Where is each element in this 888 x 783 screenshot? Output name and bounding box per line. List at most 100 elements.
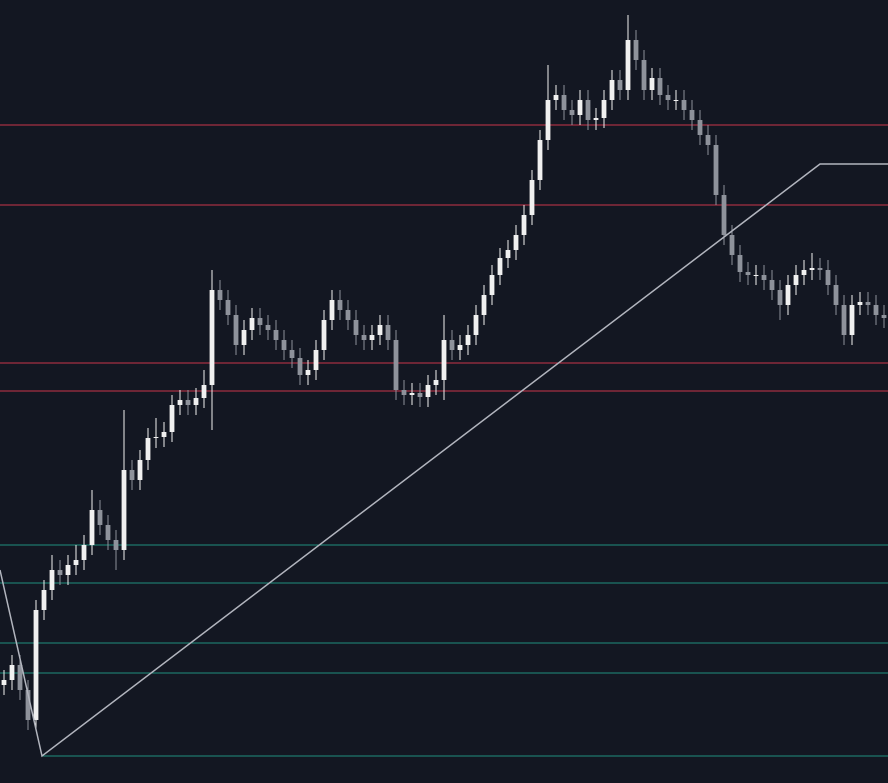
candle-body [89,510,95,545]
candle-body [721,195,727,235]
candle-body [569,110,575,115]
candle-body [313,350,319,370]
candle-body [561,95,567,110]
candle-body [705,135,711,145]
candle-body [73,560,79,565]
candle-body [33,610,39,720]
candle-body [505,250,511,258]
candle-body [425,385,431,397]
candle-body [353,320,359,335]
candle-body [449,340,455,350]
candle-body [121,470,127,550]
candle-body [881,315,887,318]
candle-body [473,315,479,335]
candle-body [105,525,111,540]
candle-body [833,285,839,305]
candle-body [1,680,7,685]
candle-body [873,305,879,315]
candle-body [489,275,495,295]
candle-body [161,432,167,437]
candle-body [49,570,55,590]
candle-body [417,393,423,397]
candle-body [697,120,703,135]
candle-body [825,270,831,285]
candle-body [217,290,223,300]
candle-body [177,400,183,405]
candle-body [41,590,47,610]
candle-body [305,370,311,375]
candle-body [625,40,631,90]
candle-body [337,300,343,310]
candle-body [641,60,647,90]
candle-body [793,275,799,285]
candle-body [665,95,671,100]
candle-body [297,358,303,375]
candle-body [249,318,255,330]
candle-body [345,310,351,320]
candle-body [97,510,103,525]
candle-body [673,100,679,101]
candle-body [649,78,655,90]
candle-body [441,340,447,380]
candle-body [617,80,623,90]
candle-body [745,272,751,275]
candle-body [265,325,271,330]
candle-body [25,690,31,720]
candle-body [585,100,591,120]
candle-body [513,235,519,250]
candle-body [289,350,295,358]
candle-body [841,305,847,335]
candle-body [817,268,823,270]
candle-body [361,335,367,340]
candle-body [785,285,791,305]
candle-body [233,315,239,345]
candle-body [681,100,687,110]
candle-body [257,318,263,325]
candle-body [129,470,135,480]
candle-body [137,460,143,480]
candle-body [281,340,287,350]
candle-body [169,405,175,432]
candle-body [321,320,327,350]
candle-body [777,290,783,305]
candle-body [545,100,551,140]
candle-body [409,393,415,395]
candle-body [393,340,399,390]
candle-body [809,268,815,270]
candle-body [497,258,503,275]
candle-body [209,290,215,385]
candle-body [57,570,63,575]
trendline [0,163,888,758]
candle-body [385,325,391,340]
candle-body [465,335,471,345]
candle-body [185,400,191,405]
candle-body [657,78,663,95]
candle-body [537,140,543,180]
candle-body [9,665,15,680]
candle-body [521,215,527,235]
candle-body [401,390,407,395]
candle-body [769,280,775,290]
candle-body [609,80,615,100]
candle-body [633,40,639,60]
candle-body [193,398,199,405]
candle-body [553,95,559,100]
candle-body [241,330,247,345]
candle-body [753,275,759,276]
candle-body [601,100,607,118]
candle-body [369,335,375,340]
candle-body [577,100,583,115]
candle-body [729,235,735,255]
candle-body [857,302,863,305]
candle-body [113,540,119,550]
candle-body [377,325,383,335]
candle-body [65,565,71,575]
candle-body [17,665,23,690]
candle-body [761,275,767,280]
candle-body [713,145,719,195]
candle-body [529,180,535,215]
candle-body [849,305,855,335]
candle-body [481,295,487,315]
